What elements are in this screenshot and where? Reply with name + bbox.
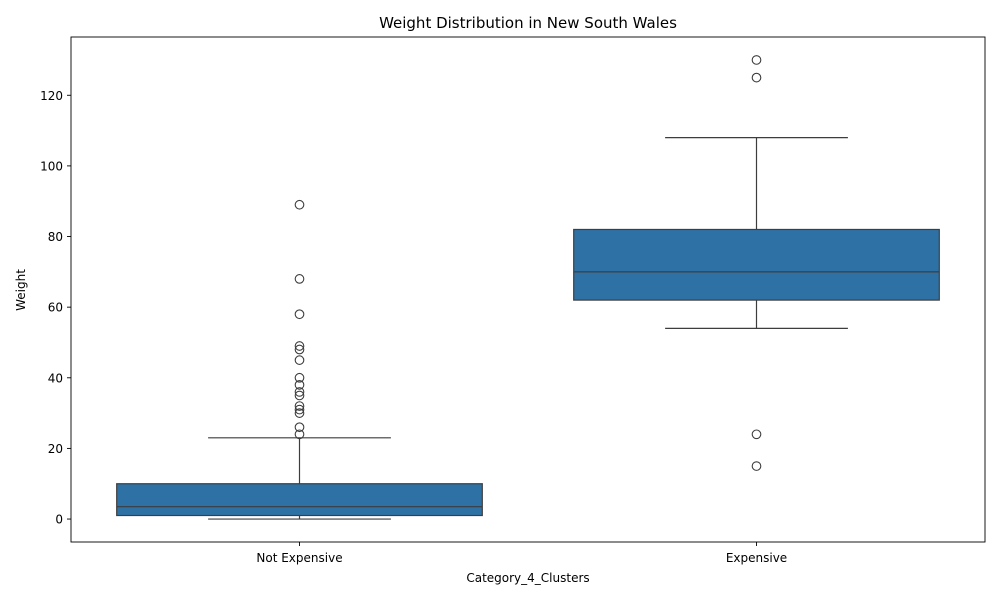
outlier-point	[294, 401, 305, 411]
outlier-point	[294, 274, 305, 284]
outlier-point	[294, 372, 305, 383]
outlier-point	[294, 344, 305, 355]
outlier-point	[751, 461, 762, 471]
outlier-point	[294, 309, 305, 320]
x-tick-label: Expensive	[726, 551, 787, 565]
plot-area-frame	[70, 36, 986, 543]
outlier-point	[751, 429, 762, 440]
y-axis-label: Weight	[14, 269, 28, 311]
y-tick-label: 80	[48, 230, 63, 244]
outlier-point	[751, 55, 762, 65]
x-axis-label: Category_4_Clusters	[466, 571, 589, 585]
y-tick-label: 120	[40, 89, 63, 103]
iqr-box	[573, 228, 940, 301]
outlier-point	[294, 199, 305, 210]
chart-title: Weight Distribution in New South Wales	[379, 14, 677, 32]
y-tick-label: 0	[55, 513, 63, 527]
box-group	[573, 55, 940, 471]
iqr-box	[116, 483, 483, 517]
y-tick-label: 40	[48, 371, 63, 385]
outlier-point	[294, 429, 305, 440]
outlier-point	[294, 387, 305, 397]
outlier-point	[294, 404, 305, 415]
outlier-point	[294, 341, 305, 351]
outlier-point	[751, 72, 762, 83]
x-axis: Not Expensive Expensive	[256, 542, 787, 565]
outlier-point	[294, 408, 305, 418]
outlier-point	[294, 422, 305, 433]
x-tick-label: Not Expensive	[256, 551, 342, 565]
box-group	[116, 199, 483, 520]
outlier-point	[294, 390, 305, 401]
y-tick-label: 20	[48, 442, 63, 456]
y-axis: 0 20 40 60 80 100 120	[40, 89, 71, 527]
y-tick-label: 100	[40, 159, 63, 173]
y-tick-label: 60	[48, 301, 63, 315]
outlier-point	[294, 355, 305, 365]
boxes-group	[116, 55, 940, 520]
outlier-point	[294, 379, 305, 390]
